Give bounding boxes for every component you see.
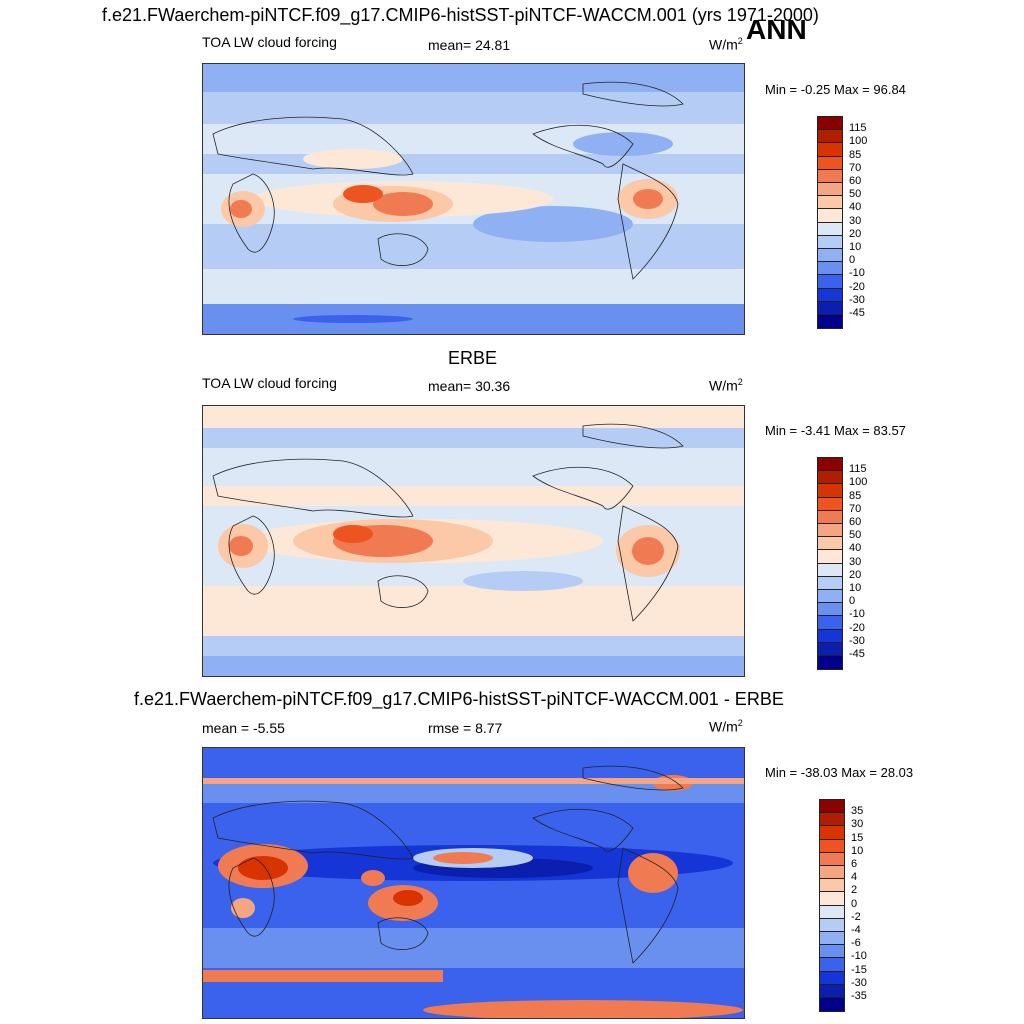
panel1-variable-label: TOA LW cloud forcing <box>202 34 337 50</box>
panel2-mean-label: mean= 30.36 <box>428 378 511 394</box>
panel1-colorbar: 115 100 85 70 60 50 40 30 20 10 0 -10 -20 -30 -45 <box>817 116 877 330</box>
colorbar-label: 4 <box>851 871 858 884</box>
colorbar-label: 35 <box>851 805 864 818</box>
colorbar-label: -30 <box>851 976 867 989</box>
colorbar-label: 85 <box>849 148 862 161</box>
panel2-colorbar: 115 100 85 70 60 50 40 30 20 10 0 -10 -20 -30 -45 <box>817 457 877 671</box>
colorbar-label: -10 <box>849 608 865 621</box>
panel2-map <box>202 405 745 677</box>
colorbar-label: -15 <box>851 963 867 976</box>
colorbar-label: -10 <box>849 267 865 280</box>
colorbar-label: 40 <box>849 542 862 555</box>
colorbar-label: 10 <box>851 844 864 857</box>
colorbar-label: 100 <box>849 476 868 489</box>
colorbar-label: 115 <box>849 122 867 135</box>
panel1-units: W/m2 <box>709 36 743 53</box>
colorbar-label: 85 <box>849 489 862 502</box>
panel3-minmax: Min = -38.03 Max = 28.03 <box>765 765 914 780</box>
panel3-mean-label: mean = -5.55 <box>202 720 285 736</box>
colorbar-label: 10 <box>849 241 862 253</box>
figure-title: f.e21.FWaerchem-piNTCF.f09_g17.CMIP6-his… <box>102 5 819 25</box>
colorbar-label: -30 <box>849 634 865 647</box>
colorbar-label: -45 <box>849 307 865 319</box>
colorbar-swatch <box>817 655 843 671</box>
colorbar-label: 15 <box>851 831 864 844</box>
panel3-units: W/m2 <box>709 718 743 735</box>
panel3-rmse-label: rmse = 8.77 <box>428 720 503 736</box>
colorbar-label: 2 <box>851 884 858 897</box>
panel2-subtitle: ERBE <box>448 348 498 368</box>
colorbar-label: 0 <box>849 595 856 608</box>
colorbar-label: 40 <box>849 201 862 214</box>
panel1-map <box>202 63 745 335</box>
colorbar-label: 0 <box>851 897 858 910</box>
panel2-variable-label: TOA LW cloud forcing <box>202 375 337 391</box>
colorbar-label: 70 <box>849 161 862 174</box>
colorbar-label: -35 <box>851 990 867 1002</box>
colorbar-label: 100 <box>849 135 868 148</box>
season-label: ANN <box>746 14 807 45</box>
colorbar-label: 115 <box>849 463 867 476</box>
colorbar-label: -45 <box>849 648 865 660</box>
colorbar-label: 20 <box>849 568 862 581</box>
panel3-colorbar: 35 30 15 10 6 4 2 0 -2 -4 -6 -10 -15 -30 -35 <box>819 799 879 1013</box>
colorbar-label: -10 <box>851 950 867 963</box>
panel1-mean-label: mean= 24.81 <box>428 37 511 53</box>
colorbar-label: 30 <box>849 555 862 568</box>
colorbar-label: 60 <box>849 175 862 187</box>
colorbar-label: -30 <box>849 293 865 306</box>
panel3-subtitle: f.e21.FWaerchem-piNTCF.f09_g17.CMIP6-his… <box>134 689 784 709</box>
colorbar-swatch <box>819 997 845 1013</box>
colorbar-label: 20 <box>849 227 862 240</box>
panel2-units: W/m2 <box>709 377 743 394</box>
colorbar-label: 0 <box>849 254 856 267</box>
panel3-map <box>202 747 745 1019</box>
panel1-minmax: Min = -0.25 Max = 96.84 <box>765 82 906 97</box>
panel2-minmax: Min = -3.41 Max = 83.57 <box>765 423 906 438</box>
colorbar-label: -20 <box>849 621 865 634</box>
colorbar-label: 50 <box>849 188 862 201</box>
colorbar-label: -20 <box>849 280 865 293</box>
colorbar-label: 30 <box>849 214 862 227</box>
colorbar-label: 6 <box>851 858 858 870</box>
colorbar-label: 50 <box>849 529 862 542</box>
colorbar-label: -2 <box>851 910 861 923</box>
colorbar-swatch <box>817 314 843 330</box>
colorbar-label: 30 <box>851 818 864 831</box>
colorbar-label: 60 <box>849 516 862 528</box>
colorbar-label: -6 <box>851 937 861 950</box>
colorbar-label: -4 <box>851 924 861 936</box>
colorbar-label: 70 <box>849 502 862 515</box>
colorbar-label: 10 <box>849 582 862 594</box>
